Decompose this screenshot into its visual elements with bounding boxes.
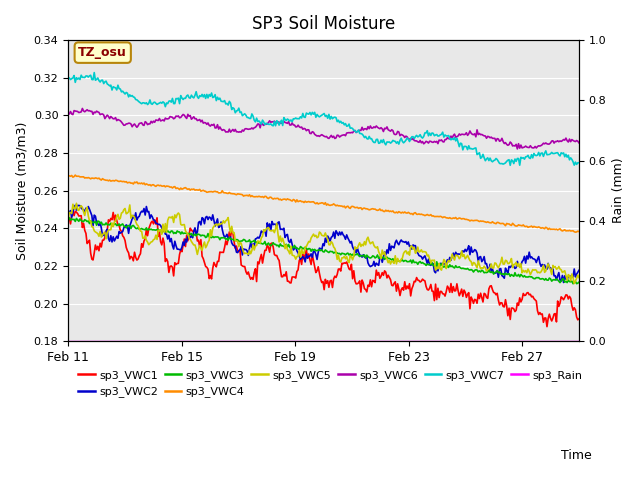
Title: SP3 Soil Moisture: SP3 Soil Moisture [252,15,395,33]
Text: TZ_osu: TZ_osu [78,46,127,59]
Text: Time: Time [561,449,591,462]
Y-axis label: Soil Moisture (m3/m3): Soil Moisture (m3/m3) [15,121,28,260]
Legend: sp3_VWC1, sp3_VWC2, sp3_VWC3, sp3_VWC4, sp3_VWC5, sp3_VWC6, sp3_VWC7, sp3_Rain: sp3_VWC1, sp3_VWC2, sp3_VWC3, sp3_VWC4, … [74,366,587,402]
Y-axis label: Rain (mm): Rain (mm) [612,158,625,224]
